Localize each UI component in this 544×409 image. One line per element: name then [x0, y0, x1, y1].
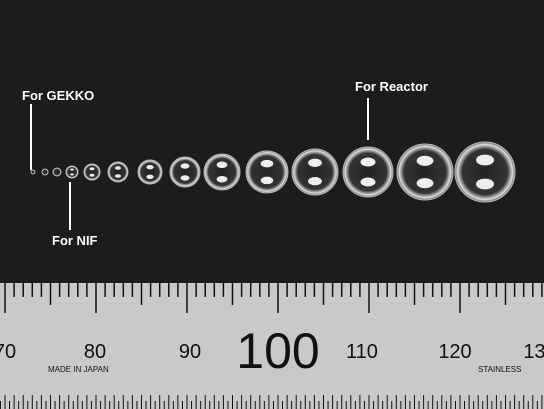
highlight [417, 178, 434, 188]
ruler-number: 100 [236, 323, 319, 379]
shell [170, 157, 200, 187]
highlight [181, 163, 190, 168]
label: For Reactor [355, 79, 428, 94]
highlight [217, 162, 228, 168]
shell [66, 166, 78, 178]
highlight [261, 177, 274, 185]
highlight [261, 160, 274, 168]
shell [31, 170, 35, 174]
ruler-text: STAINLESS [478, 365, 521, 374]
shell [397, 144, 453, 200]
shell [42, 169, 48, 175]
highlight [361, 178, 376, 187]
ruler-number: 80 [84, 341, 106, 363]
shell [455, 142, 515, 202]
photo: For GEKKO For NIF For Reactor 70 80 90 1… [0, 0, 544, 409]
ruler-number: 90 [179, 341, 201, 363]
ruler-text: MADE IN JAPAN [48, 365, 109, 374]
shell [84, 164, 100, 180]
highlight [146, 165, 153, 169]
shell [343, 147, 393, 197]
ruler-number: 110 [346, 341, 378, 363]
shell [53, 168, 61, 176]
highlight [70, 173, 74, 175]
shell [204, 154, 240, 190]
highlight [476, 155, 494, 166]
highlight [308, 177, 322, 185]
shell [108, 162, 128, 182]
label: For NIF [52, 233, 98, 248]
highlight [115, 174, 121, 178]
highlight [181, 175, 190, 180]
highlight [417, 156, 434, 166]
highlight [361, 158, 376, 167]
ruler-number: 120 [438, 341, 471, 363]
highlight [90, 174, 95, 177]
highlight [146, 175, 153, 179]
highlight [476, 179, 494, 190]
ruler-number: 130 [523, 341, 544, 363]
shell [246, 151, 288, 193]
highlight [217, 176, 228, 182]
highlight [308, 159, 322, 167]
highlight [115, 166, 121, 170]
highlight [90, 167, 95, 170]
shell [138, 160, 162, 184]
ruler-number: 70 [0, 341, 16, 363]
highlight [70, 169, 74, 171]
label: For GEKKO [22, 88, 94, 103]
shell [292, 149, 338, 195]
